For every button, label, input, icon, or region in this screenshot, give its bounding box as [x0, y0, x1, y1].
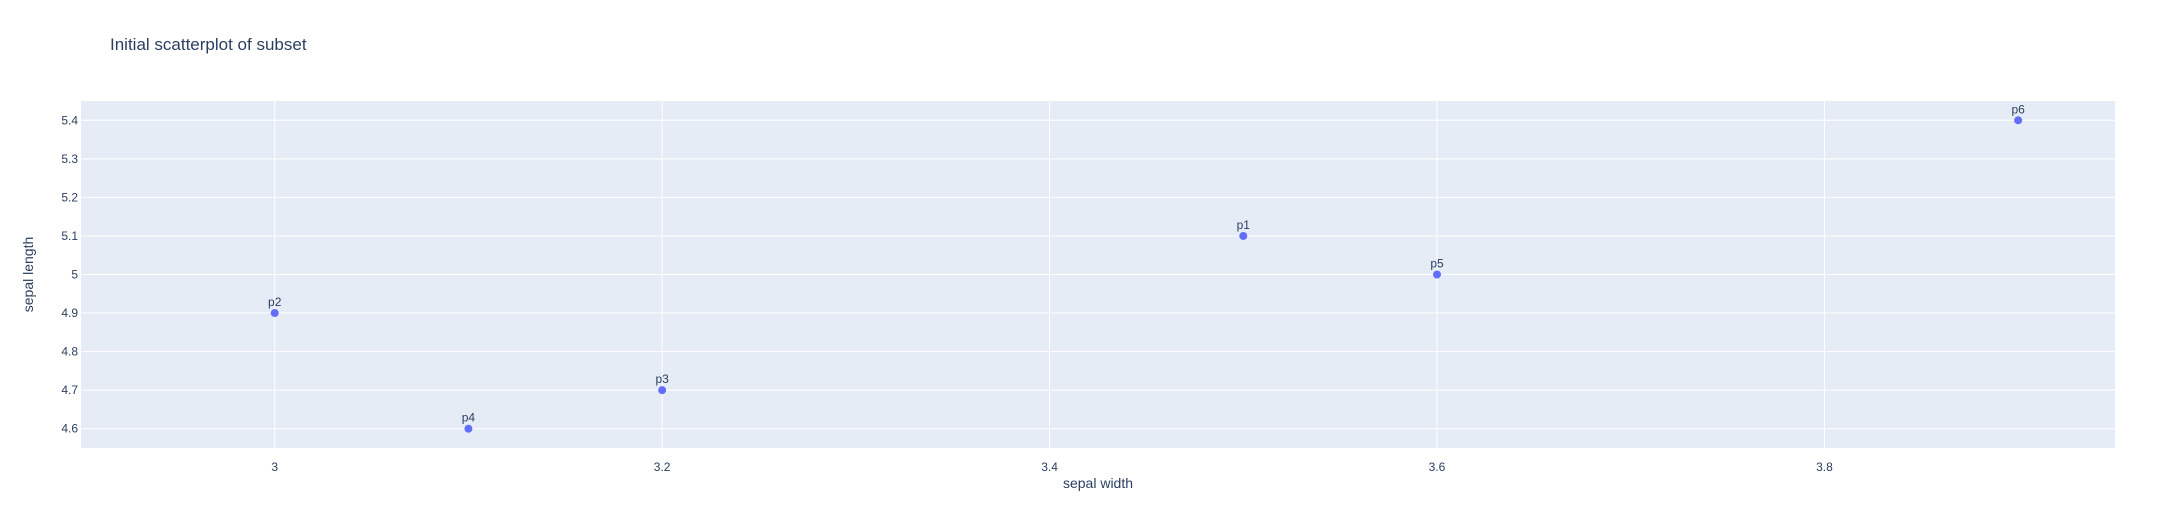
data-point-p3[interactable]: [658, 386, 667, 395]
point-label-p6: p6: [2011, 102, 2025, 116]
y-tick-label: 4.9: [61, 306, 78, 320]
y-axis-title: sepal length: [20, 237, 36, 313]
y-tick-label: 4.7: [61, 383, 78, 397]
point-label-p2: p2: [268, 295, 282, 309]
x-tick-label: 3.6: [1429, 460, 1446, 474]
point-label-p5: p5: [1430, 257, 1444, 271]
x-tick-label: 3: [271, 460, 278, 474]
y-tick-label: 5.2: [61, 190, 78, 204]
x-tick-label: 3.4: [1041, 460, 1058, 474]
data-point-p4[interactable]: [464, 424, 473, 433]
y-tick-label: 4.6: [61, 422, 78, 436]
data-point-p5[interactable]: [1433, 270, 1441, 279]
data-point-p2[interactable]: [270, 309, 279, 318]
chart-title: Initial scatterplot of subset: [110, 35, 307, 54]
y-tick-label: 5.1: [61, 229, 78, 243]
data-point-p1[interactable]: [1239, 231, 1248, 240]
grid-lines: [81, 101, 2115, 448]
x-tick-label: 3.8: [1816, 460, 1833, 474]
axis-ticks: 3 3.2 3.4 3.6 3.8 4.6 4.7 4.8 4.9 5 5.1 5.2 5.3 5.4: [61, 113, 1833, 474]
point-label-p1: p1: [1237, 218, 1251, 232]
data-point-p6[interactable]: [2014, 116, 2023, 125]
point-label-p4: p4: [462, 411, 476, 425]
x-tick-label: 3.2: [654, 460, 671, 474]
y-tick-label: 4.8: [61, 345, 78, 359]
x-axis-title: sepal width: [1063, 475, 1133, 491]
y-tick-label: 5.4: [61, 113, 78, 127]
y-tick-label: 5.3: [61, 152, 78, 166]
data-points: p1 p2 p3 p4 p5 p6: [268, 102, 2025, 433]
y-tick-label: 5: [71, 268, 78, 282]
point-label-p3: p3: [655, 372, 669, 386]
